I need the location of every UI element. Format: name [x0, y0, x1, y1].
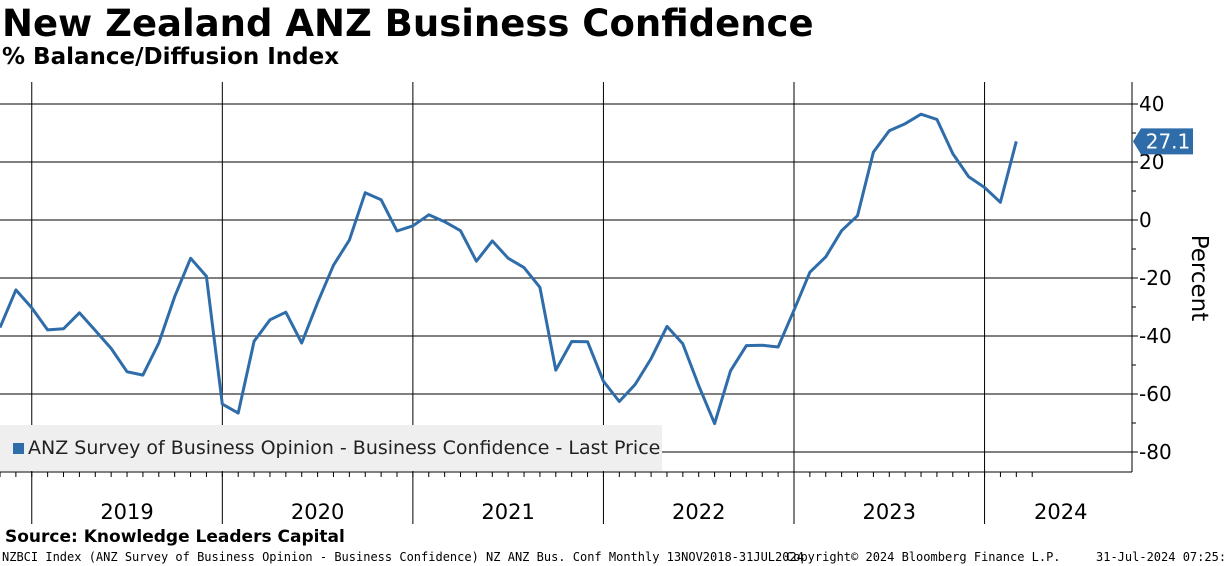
year-label: 2022 — [672, 500, 725, 524]
year-label: 2020 — [291, 500, 344, 524]
y-tick-label: -40 — [1139, 324, 1172, 348]
series-layer — [0, 112, 1018, 426]
x-axis-years: 2019 2020 2021 2022 2023 2024 — [0, 472, 1088, 524]
badge-value: 27.1 — [1146, 129, 1191, 153]
chart-title: New Zealand ANZ Business Confidence — [2, 2, 814, 45]
year-label: 2019 — [100, 500, 153, 524]
year-label: 2024 — [1034, 500, 1087, 524]
legend-label: ANZ Survey of Business Opinion - Busines… — [28, 437, 661, 459]
y-tick-label: 0 — [1139, 208, 1152, 232]
last-value-badge: 27.1 — [1133, 128, 1193, 155]
y-tick-label: -20 — [1139, 266, 1172, 290]
y-tick-label: -60 — [1139, 382, 1172, 406]
chart-subtitle: % Balance/Diffusion Index — [2, 44, 340, 70]
badge-shape — [1133, 128, 1193, 155]
y-tick-label: -80 — [1139, 440, 1172, 464]
year-label: 2023 — [863, 500, 916, 524]
y-tick-label: 40 — [1139, 92, 1164, 116]
series-line — [0, 112, 1018, 426]
legend: ANZ Survey of Business Opinion - Busines… — [0, 425, 662, 471]
grid — [0, 82, 1132, 524]
y-axis-title: Percent — [1186, 234, 1212, 322]
footer-copyright: Copyright© 2024 Bloomberg Finance L.P. — [786, 550, 1061, 564]
legend-swatch-icon — [13, 442, 24, 454]
year-label: 2021 — [481, 500, 534, 524]
footer-ticker: NZBCI Index (ANZ Survey of Business Opin… — [2, 550, 804, 564]
source-note: Source: Knowledge Leaders Capital — [5, 527, 345, 547]
footer-timestamp: 31-Jul-2024 07:25:45 — [1096, 550, 1224, 564]
